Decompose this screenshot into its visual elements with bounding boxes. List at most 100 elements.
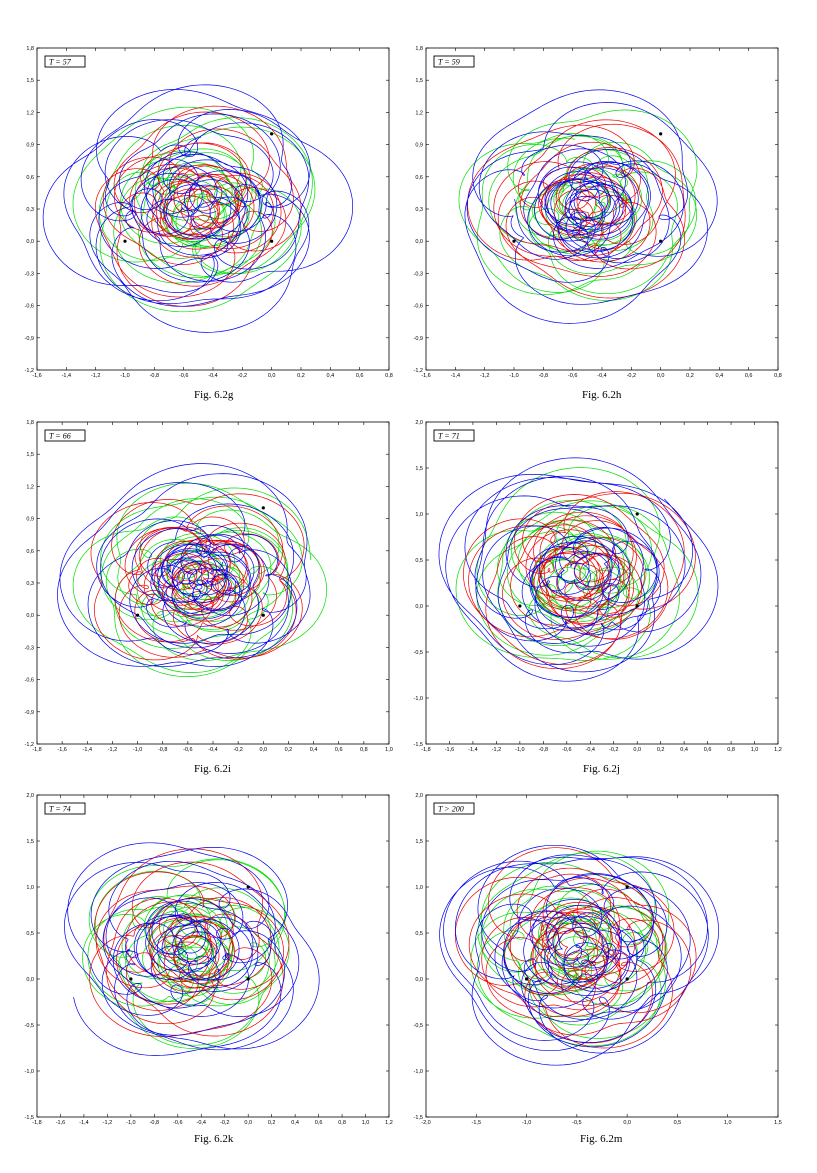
x-tick-label: -0,2 [238, 373, 247, 379]
y-tick-label: 1,5 [26, 78, 34, 84]
x-tick-label: -1,2 [108, 747, 117, 753]
chart-plot-j: -1,8 -1,6 -1,4 -1,2 -1,0 -0,8 -0,6 -0,4 -0,2 0,0 0… [414, 420, 782, 753]
y-tick-label: -0,3 [25, 645, 34, 651]
y-tick-label: 0,0 [415, 604, 423, 610]
x-tick-label: -1,2 [480, 373, 489, 379]
y-tick-label: 0,9 [26, 143, 34, 149]
y-tick-label: 1,5 [415, 466, 423, 472]
y-tick-label: -0,5 [414, 650, 423, 656]
y-tick-label: -1,0 [414, 1069, 423, 1075]
y-tick-label: -0,9 [25, 710, 34, 716]
x-tick-label: -0,8 [158, 747, 167, 753]
chart-plot-i: -1,8 -1,6 -1,4 -1,2 -1,0 -0,8 -0,6 -0,4 -0,2 0,0 0… [25, 420, 393, 753]
x-tick-label: 0,0 [268, 373, 276, 379]
chart-panel-h: -1,6 -1,4 -1,2 -1,0 -0,8 -0,6 -0,4 -0,2 0,0 0,2 0,… [404, 46, 804, 413]
y-tick-label: 1,8 [415, 46, 423, 52]
y-tick-label: 1,0 [415, 885, 423, 891]
trajectory-red [467, 119, 686, 299]
x-tick-label: -0,4 [208, 373, 217, 379]
x-tick-label: -0,2 [609, 747, 618, 753]
trajectory-red [89, 848, 290, 1037]
time-label: T = 57 [49, 58, 72, 67]
body-marker [635, 604, 639, 608]
body-marker [270, 239, 274, 243]
x-tick-label: 0,4 [310, 747, 318, 753]
x-tick-label: -0,6 [562, 747, 571, 753]
x-tick-label: 0,2 [686, 373, 694, 379]
time-label: T > 200 [438, 805, 464, 814]
y-tick-label: 0,6 [415, 175, 423, 181]
trajectory-green [82, 858, 290, 1049]
body-marker [518, 604, 522, 608]
x-tick-label: -1,6 [421, 373, 430, 379]
y-tick-label: 2,0 [26, 793, 34, 799]
trajectory-green [72, 106, 316, 313]
x-tick-label: 0,5 [674, 1120, 682, 1126]
y-tick-label: -1,5 [414, 1115, 423, 1121]
y-tick-label: 2,0 [415, 420, 423, 426]
chart-panel-g: -1,6 -1,4 -1,2 -1,0 -0,8 -0,6 -0,4 -0,2 0,0 0,2 0,… [15, 46, 415, 413]
trajectory-red [454, 847, 697, 1049]
x-tick-label: -0,6 [173, 1120, 182, 1126]
x-tick-label: 0,6 [704, 747, 712, 753]
y-tick-label: 0,3 [415, 207, 423, 213]
y-tick-label: 2,0 [415, 793, 423, 799]
trajectory-green [455, 467, 699, 661]
trajectory-red [94, 105, 302, 307]
y-tick-label: 0,3 [26, 207, 34, 213]
y-tick-label: 0,3 [26, 581, 34, 587]
x-tick-label: -1,0 [515, 747, 524, 753]
body-marker [261, 613, 265, 617]
x-tick-label: -0,6 [568, 373, 577, 379]
plot-frame [425, 794, 779, 1118]
chart-plot-g: -1,6 -1,4 -1,2 -1,0 -0,8 -0,6 -0,4 -0,2 0,0 0,2 0,… [25, 46, 393, 379]
x-tick-label: 0,4 [327, 373, 335, 379]
y-tick-label: 1,2 [415, 110, 423, 116]
y-tick-label: -1,2 [414, 368, 423, 374]
x-tick-label: -0,8 [150, 373, 159, 379]
x-tick-label: -1,6 [32, 373, 41, 379]
figure-caption-j: Fig. 6.2j [583, 763, 620, 775]
x-tick-label: -1,0 [133, 747, 142, 753]
y-tick-label: -0,9 [414, 336, 423, 342]
x-tick-label: 0,8 [385, 373, 393, 379]
x-tick-label: -1,4 [451, 373, 460, 379]
y-tick-label: -0,6 [25, 678, 34, 684]
y-tick-label: -0,5 [25, 1023, 34, 1029]
body-marker [123, 239, 127, 243]
x-tick-label: -1,8 [421, 747, 430, 753]
y-tick-label: 0,6 [26, 175, 34, 181]
trajectory-blue [57, 463, 311, 667]
y-tick-label: -1,0 [414, 696, 423, 702]
y-tick-label: 0,0 [26, 613, 34, 619]
y-tick-label: 0,5 [415, 931, 423, 937]
chart-panel-i: -1,8 -1,6 -1,4 -1,2 -1,0 -0,8 -0,6 -0,4 -0,2 0,0 0… [15, 420, 415, 787]
chart-panel-k: -1,8 -1,6 -1,4 -1,2 -1,0 -0,8 -0,6 -0,4 -0,2 0,0 0… [15, 793, 415, 1160]
y-tick-label: 1,2 [26, 110, 34, 116]
plot-frame [36, 794, 390, 1118]
x-tick-label: -1,8 [32, 1120, 41, 1126]
x-tick-label: 1,0 [385, 747, 393, 753]
x-tick-label: -1,6 [57, 747, 66, 753]
plot-frame [425, 421, 779, 745]
y-tick-label: 1,0 [415, 512, 423, 518]
body-marker [270, 132, 274, 136]
x-tick-label: 0,2 [657, 747, 665, 753]
x-tick-label: 0,4 [291, 1120, 299, 1126]
x-tick-label: -0,4 [586, 747, 595, 753]
y-tick-label: -1,5 [414, 742, 423, 748]
y-tick-label: -0,9 [25, 336, 34, 342]
trajectory-blue [438, 457, 719, 682]
chart-plot-k: -1,8 -1,6 -1,4 -1,2 -1,0 -0,8 -0,6 -0,4 -0,2 0,0 0… [25, 793, 393, 1126]
x-tick-label: -1,4 [468, 747, 477, 753]
time-label-box [433, 55, 475, 68]
x-tick-label: 1,5 [774, 1120, 782, 1126]
x-tick-label: 1,0 [724, 1120, 732, 1126]
x-tick-label: -1,0 [509, 373, 518, 379]
y-tick-label: 1,5 [26, 839, 34, 845]
time-label: T = 74 [49, 805, 71, 814]
figure-caption-g: Fig. 6.2g [194, 389, 234, 401]
y-tick-label: 0,5 [415, 558, 423, 564]
y-tick-label: 1,2 [26, 484, 34, 490]
body-marker [246, 977, 250, 981]
